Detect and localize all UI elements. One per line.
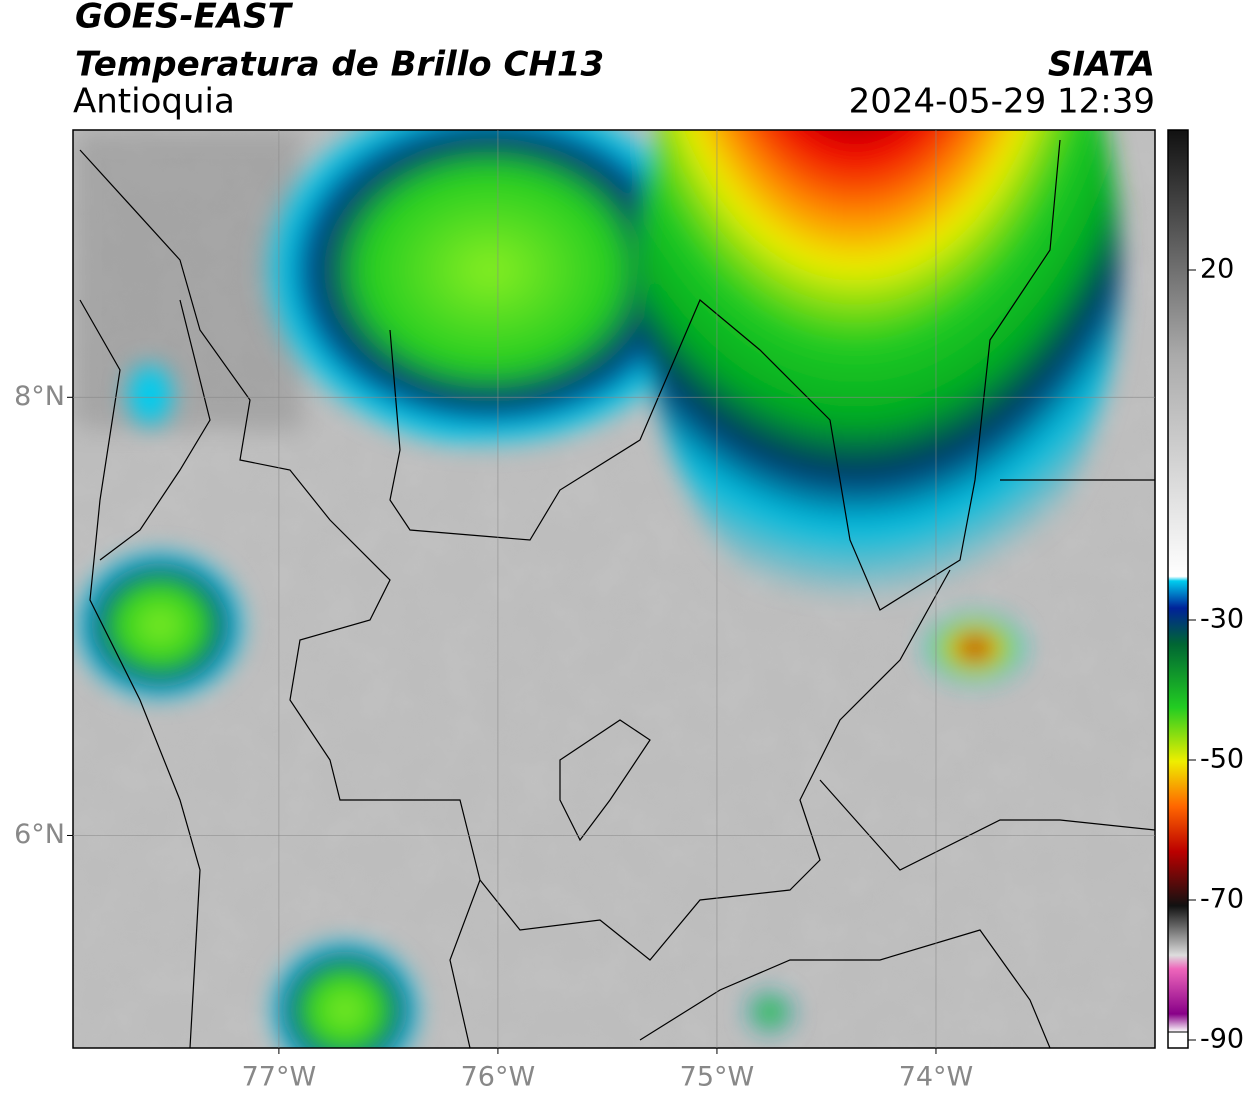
colorbar <box>1168 130 1188 1032</box>
colorbar-tick-label: 20 <box>1200 254 1234 285</box>
colorbar-tick-label: -50 <box>1200 744 1244 775</box>
colorbar-tick-label: -90 <box>1200 1024 1244 1055</box>
colorbar-tick-label: -70 <box>1200 884 1244 915</box>
datetime: 2024-05-29 12:39 <box>849 82 1155 122</box>
y-tick-label: 6°N <box>14 819 65 850</box>
colorbar-frame <box>1167 129 1189 1049</box>
subtitle: Temperatura de Brillo CH13 <box>75 45 604 85</box>
y-tick-label: 8°N <box>14 381 65 412</box>
map-frame <box>72 129 1156 1049</box>
x-tick-label: 75°W <box>680 1062 755 1093</box>
colorbar-tick-label: -30 <box>1200 604 1244 635</box>
x-tick-label: 74°W <box>899 1062 974 1093</box>
title: GOES-EAST <box>75 0 294 37</box>
source: SIATA <box>1048 45 1155 85</box>
region: Antioquia <box>73 82 235 122</box>
x-tick-label: 77°W <box>242 1062 317 1093</box>
colorbar-extend <box>1167 1031 1189 1049</box>
x-tick-label: 76°W <box>461 1062 536 1093</box>
map-image <box>73 130 1155 1048</box>
